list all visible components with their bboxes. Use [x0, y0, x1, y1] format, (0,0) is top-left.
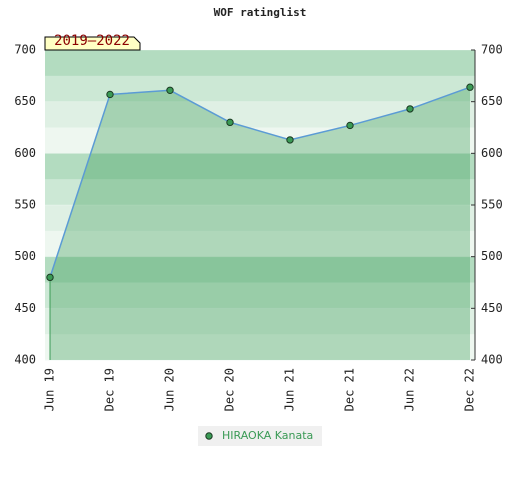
point: [46, 273, 54, 282]
plot: [46, 83, 474, 360]
y-tick-label: 400: [14, 353, 36, 367]
background-band: [45, 308, 475, 335]
x-tick-label: Dec 22: [463, 368, 477, 411]
background-band: [45, 205, 475, 232]
annotation: 2019–2022: [44, 33, 141, 51]
x-tick-label: Jun 22: [403, 368, 417, 411]
legend-label: HIRAOKA Kanata: [222, 429, 313, 442]
y-tick-label: 600: [14, 146, 36, 160]
line: [49, 86, 471, 278]
background-band: [45, 101, 475, 128]
area: [50, 87, 470, 360]
y-tick-label: 450: [14, 301, 36, 315]
background-band: [45, 230, 475, 258]
y-tick-label-right: 450: [481, 301, 503, 315]
legend-box: [198, 426, 322, 446]
point: [286, 136, 294, 144]
point: [166, 86, 174, 95]
background-band: [45, 153, 475, 180]
y-tick-label-right: 500: [481, 249, 503, 263]
y-tick-label-right: 650: [481, 94, 503, 108]
y-tick-label-right: 700: [481, 43, 503, 57]
x-tick-label: Jun 20: [163, 368, 177, 411]
y-tick-label: 550: [14, 198, 36, 212]
background-band: [45, 75, 475, 103]
chart-title: WOF ratinglist: [214, 6, 307, 19]
y-tick-label: 650: [14, 94, 36, 108]
background-band: [45, 179, 475, 206]
point: [226, 118, 234, 127]
annotation-text: 2019–2022: [54, 33, 130, 49]
x-tick-label: Dec 20: [223, 368, 237, 411]
point: [346, 121, 354, 130]
y-tick-label-right: 400: [481, 353, 503, 367]
y-tick-label-right: 550: [481, 198, 503, 212]
y-tick-label: 700: [14, 43, 36, 57]
y-tick-label: 500: [14, 249, 36, 263]
x-tick-label: Jun 21: [283, 368, 297, 411]
legend-marker: [205, 432, 213, 440]
point: [106, 90, 114, 99]
background-band: [45, 334, 475, 361]
x-tick-label: Dec 19: [103, 368, 117, 411]
point: [466, 83, 474, 91]
x-tick-label: Jun 19: [43, 368, 57, 411]
background-band: [45, 256, 475, 283]
background-band: [45, 50, 475, 77]
point: [406, 105, 414, 113]
background-band: [45, 282, 475, 309]
plot-background: [45, 49, 475, 361]
x-tick-label: Dec 21: [343, 368, 357, 411]
y-tick-label-right: 600: [481, 146, 503, 160]
